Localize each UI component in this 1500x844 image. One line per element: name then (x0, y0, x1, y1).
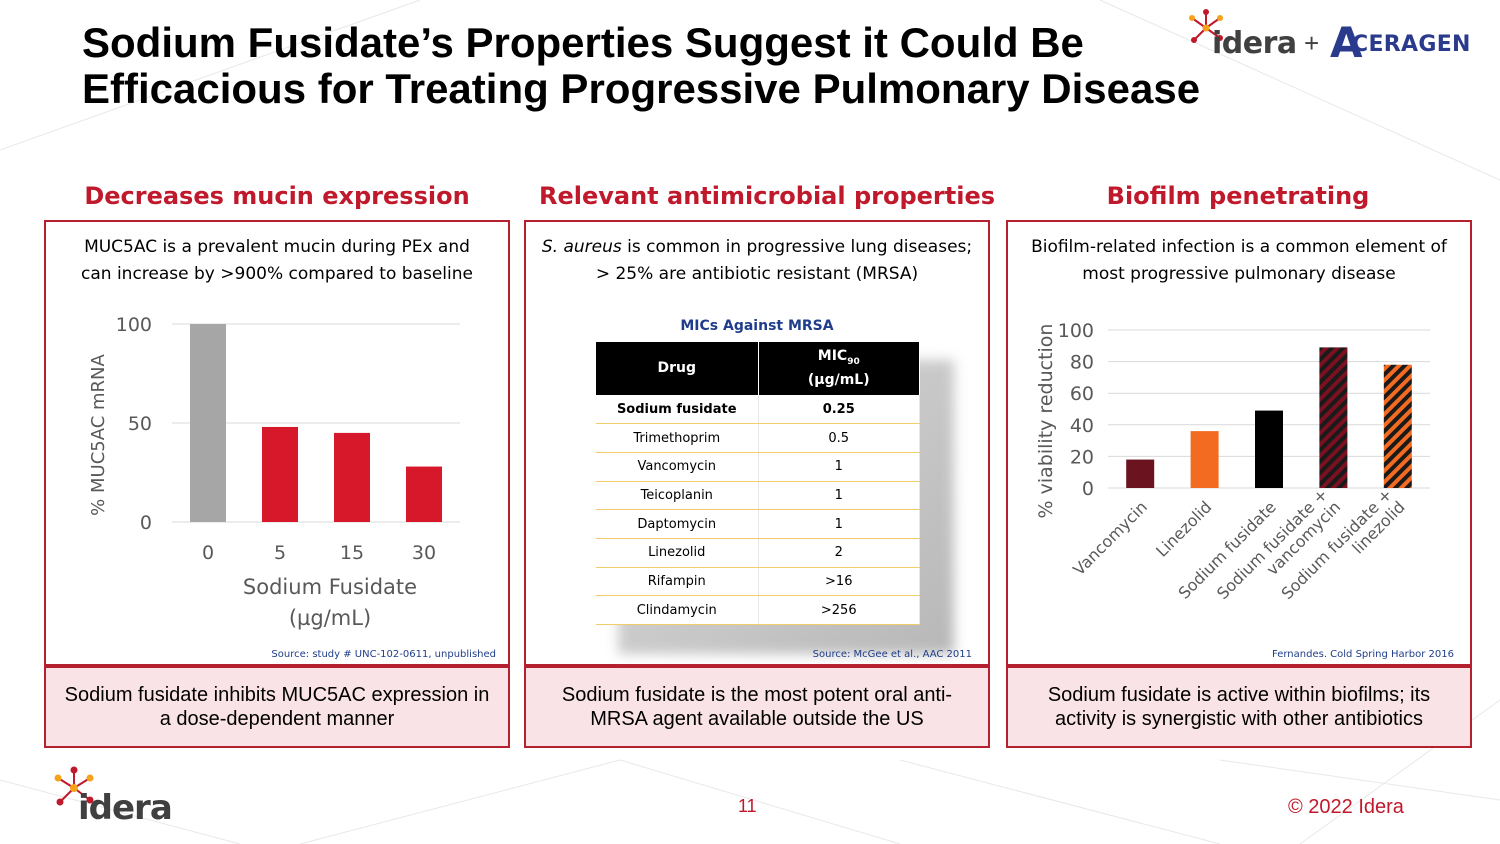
mic-row-drug: Rifampin (596, 567, 759, 597)
panel-antimicrobial-source: Source: McGee et al., AAC 2011 (812, 649, 972, 660)
mic-header-mic: MIC90 (µg/mL) (758, 342, 920, 395)
mic-header-mic-unit: (µg/mL) (807, 372, 870, 389)
mic-table-row: Clindamycin >256 (596, 595, 920, 625)
mic-row-value: 2 (758, 538, 920, 568)
mic-row-value: 1 (758, 509, 920, 539)
mic-table-row: Vancomycin 1 (596, 452, 920, 482)
mic-row-drug: Daptomycin (596, 509, 759, 539)
x-tick-label: 30 (412, 542, 436, 564)
mic-table: Drug MIC90 (µg/mL) Sodium fusidate 0.25 Tri… (596, 342, 920, 625)
idera-burst-icon (1189, 9, 1223, 43)
mic-row-drug: Linezolid (596, 538, 759, 568)
y-tick-label: 50 (128, 413, 152, 435)
aceragen-logo-a: A (1330, 18, 1363, 67)
mic-table-header: Drug MIC90 (µg/mL) (596, 342, 920, 395)
x-axis-label: (µg/mL) (289, 606, 371, 630)
mic-table-row: Sodium fusidate 0.25 (596, 395, 920, 425)
bar (190, 324, 226, 522)
s-aureus-italic: S. aureus (541, 237, 622, 257)
footer-idera-text: idera (78, 788, 173, 828)
mic-table-row: Daptomycin 1 (596, 509, 920, 539)
mic-header-drug: Drug (596, 342, 759, 395)
heading-biofilm: Biofilm penetrating (1106, 182, 1370, 210)
page-title: Sodium Fusidate’s Properties Suggest it … (82, 19, 1201, 112)
panel-mucin-source: Source: study # UNC-102-0611, unpublishe… (271, 649, 496, 660)
mic-row-drug: Teicoplanin (596, 481, 759, 511)
mic-table-row: Linezolid 2 (596, 538, 920, 568)
bar (1190, 431, 1219, 488)
mic-row-drug: Clindamycin (596, 595, 759, 625)
bar (1255, 410, 1283, 488)
partner-logos: idera + A CERAGEN (1186, 8, 1486, 67)
x-tick-label: Vancomycin (1069, 497, 1151, 579)
mic-row-value: 1 (758, 481, 920, 511)
x-tick-label-line: Linezolid (1152, 497, 1215, 560)
summary-biofilm: Sodium fusidate is active within biofilm… (1006, 666, 1472, 748)
bar (1319, 347, 1348, 488)
mic-table-row: Trimethoprim 0.5 (596, 423, 920, 453)
mic-row-value: 0.5 (758, 423, 920, 453)
mic-header-mic-main: MIC (817, 347, 848, 364)
aceragen-logo-text: CERAGEN (1352, 32, 1471, 57)
x-tick-label: 15 (340, 542, 364, 564)
mic-row-value: 0.25 (758, 395, 920, 425)
mic-table-row: Teicoplanin 1 (596, 481, 920, 511)
copyright: © 2022 Idera (1288, 796, 1404, 818)
panel-antimicrobial: S. aureus is common in progressive lung … (524, 220, 990, 666)
footer-idera-logo: idera (52, 766, 182, 830)
bar (334, 432, 370, 522)
x-tick-label: Linezolid (1152, 497, 1215, 560)
x-tick-label: 0 (202, 542, 214, 564)
panel-antimicrobial-description: S. aureus is common in progressive lung … (526, 234, 988, 288)
panel-mucin-description: MUC5AC is a prevalent mucin during PEx a… (81, 237, 473, 284)
x-tick-label-line: Vancomycin (1069, 497, 1151, 579)
y-axis-label: % viability reduction (1035, 324, 1057, 519)
y-tick-label: 60 (1070, 383, 1094, 405)
panel-biofilm-source: Fernandes. Cold Spring Harbor 2016 (1272, 649, 1454, 660)
bar (1126, 459, 1155, 488)
idera-logo-text: idera (1212, 26, 1297, 61)
y-tick-label: 100 (1058, 320, 1094, 342)
mic-header-mic-sub: 90 (847, 356, 860, 367)
x-axis-label: Sodium Fusidate (243, 575, 417, 599)
bar (262, 426, 298, 522)
summary-antimicrobial: Sodium fusidate is the most potent oral … (524, 666, 990, 748)
y-tick-label: 0 (140, 512, 152, 534)
panel-mucin: MUC5AC is a prevalent mucin during PEx a… (44, 220, 510, 666)
mic-row-value: >256 (758, 595, 920, 625)
y-tick-label: 100 (116, 314, 152, 336)
x-tick-label: 5 (274, 542, 286, 564)
mic-row-drug: Sodium fusidate (596, 395, 759, 425)
footer-idera-burst-icon (54, 766, 94, 806)
summary-mucin: Sodium fusidate inhibits MUC5AC expressi… (44, 666, 510, 748)
mic-row-value: 1 (758, 452, 920, 482)
heading-mucin: Decreases mucin expression (84, 182, 470, 210)
heading-antimicrobial: Relevant antimicrobial properties (538, 182, 996, 210)
bar (406, 466, 442, 522)
y-axis-label: % MUC5AC mRNA (88, 353, 109, 515)
y-tick-label: 80 (1070, 352, 1094, 374)
mucin-bar-chart: 0 50 100 0 5 15 30 Sodium Fusidate (µg/mL) % MUC5… (88, 314, 460, 630)
mic-table-title: MICs Against MRSA (680, 318, 834, 334)
mic-table-row: Rifampin >16 (596, 567, 920, 597)
page-number: 11 (738, 796, 757, 816)
mic-row-drug: Trimethoprim (596, 423, 759, 453)
logo-plus: + (1304, 28, 1320, 58)
mic-row-value: >16 (758, 567, 920, 597)
y-tick-label: 20 (1070, 446, 1094, 468)
panel-antimicrobial-description-rest: is common in progressive lung diseases; … (595, 237, 973, 284)
y-tick-label: 40 (1070, 415, 1094, 437)
mic-row-drug: Vancomycin (596, 452, 759, 482)
bar (1383, 364, 1412, 488)
panel-biofilm-description: Biofilm-related infection is a common el… (1031, 237, 1447, 284)
panel-biofilm: Biofilm-related infection is a common el… (1006, 220, 1472, 666)
y-tick-label: 0 (1082, 478, 1094, 500)
